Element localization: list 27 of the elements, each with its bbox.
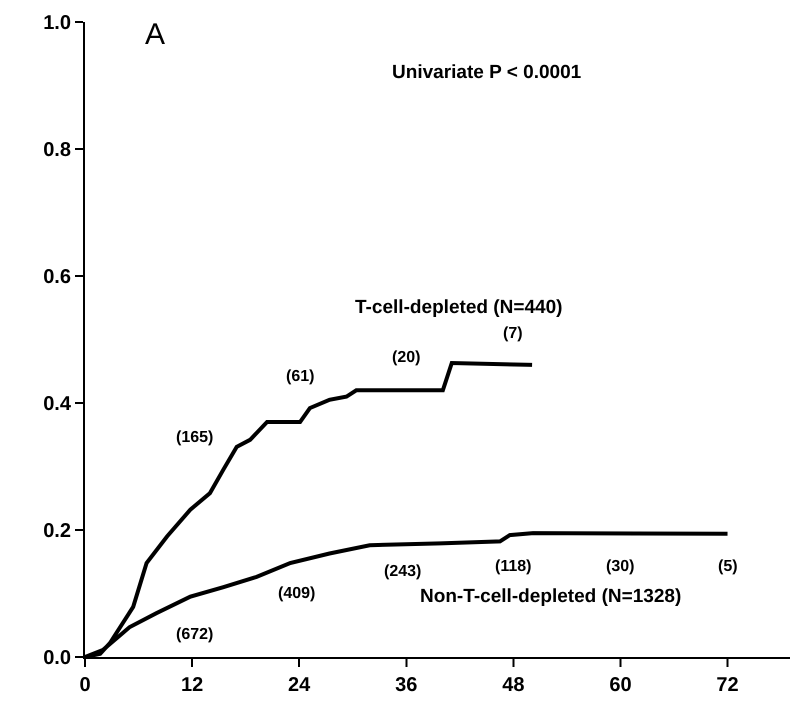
annotation: (61)	[286, 368, 314, 385]
annotation: (118)	[495, 558, 532, 575]
annotation: Univariate P < 0.0001	[392, 62, 582, 83]
annotation: (672)	[176, 626, 214, 643]
text: Non-T-cell-depleted (N=1328)	[420, 586, 682, 607]
annotation: (5)	[718, 558, 738, 575]
annotation: (409)	[278, 585, 316, 602]
y-tick-label: 0.0	[43, 647, 71, 669]
x-tick-label: 36	[395, 674, 418, 696]
x-tick-label: 60	[609, 674, 632, 696]
x-tick-label: 24	[288, 674, 312, 696]
annotation: (7)	[503, 325, 523, 342]
annotation: (165)	[176, 429, 214, 446]
x-tick-label: 12	[180, 674, 204, 696]
x-tick-label: 0	[79, 674, 91, 696]
text: T-cell-depleted (N=440)	[355, 297, 562, 318]
y-tick-label: 1.0	[43, 12, 71, 34]
y-tick-label: 0.2	[43, 520, 71, 542]
annotation: (20)	[392, 349, 420, 366]
annotation: (30)	[606, 558, 634, 575]
y-tick-label: 0.6	[43, 266, 71, 288]
y-tick-label: 0.8	[43, 139, 71, 161]
annotation: (243)	[384, 563, 422, 580]
annotation: A	[145, 18, 166, 51]
x-tick-label: 72	[716, 674, 739, 696]
x-tick-label: 48	[502, 674, 524, 696]
y-tick-label: 0.4	[43, 393, 72, 415]
